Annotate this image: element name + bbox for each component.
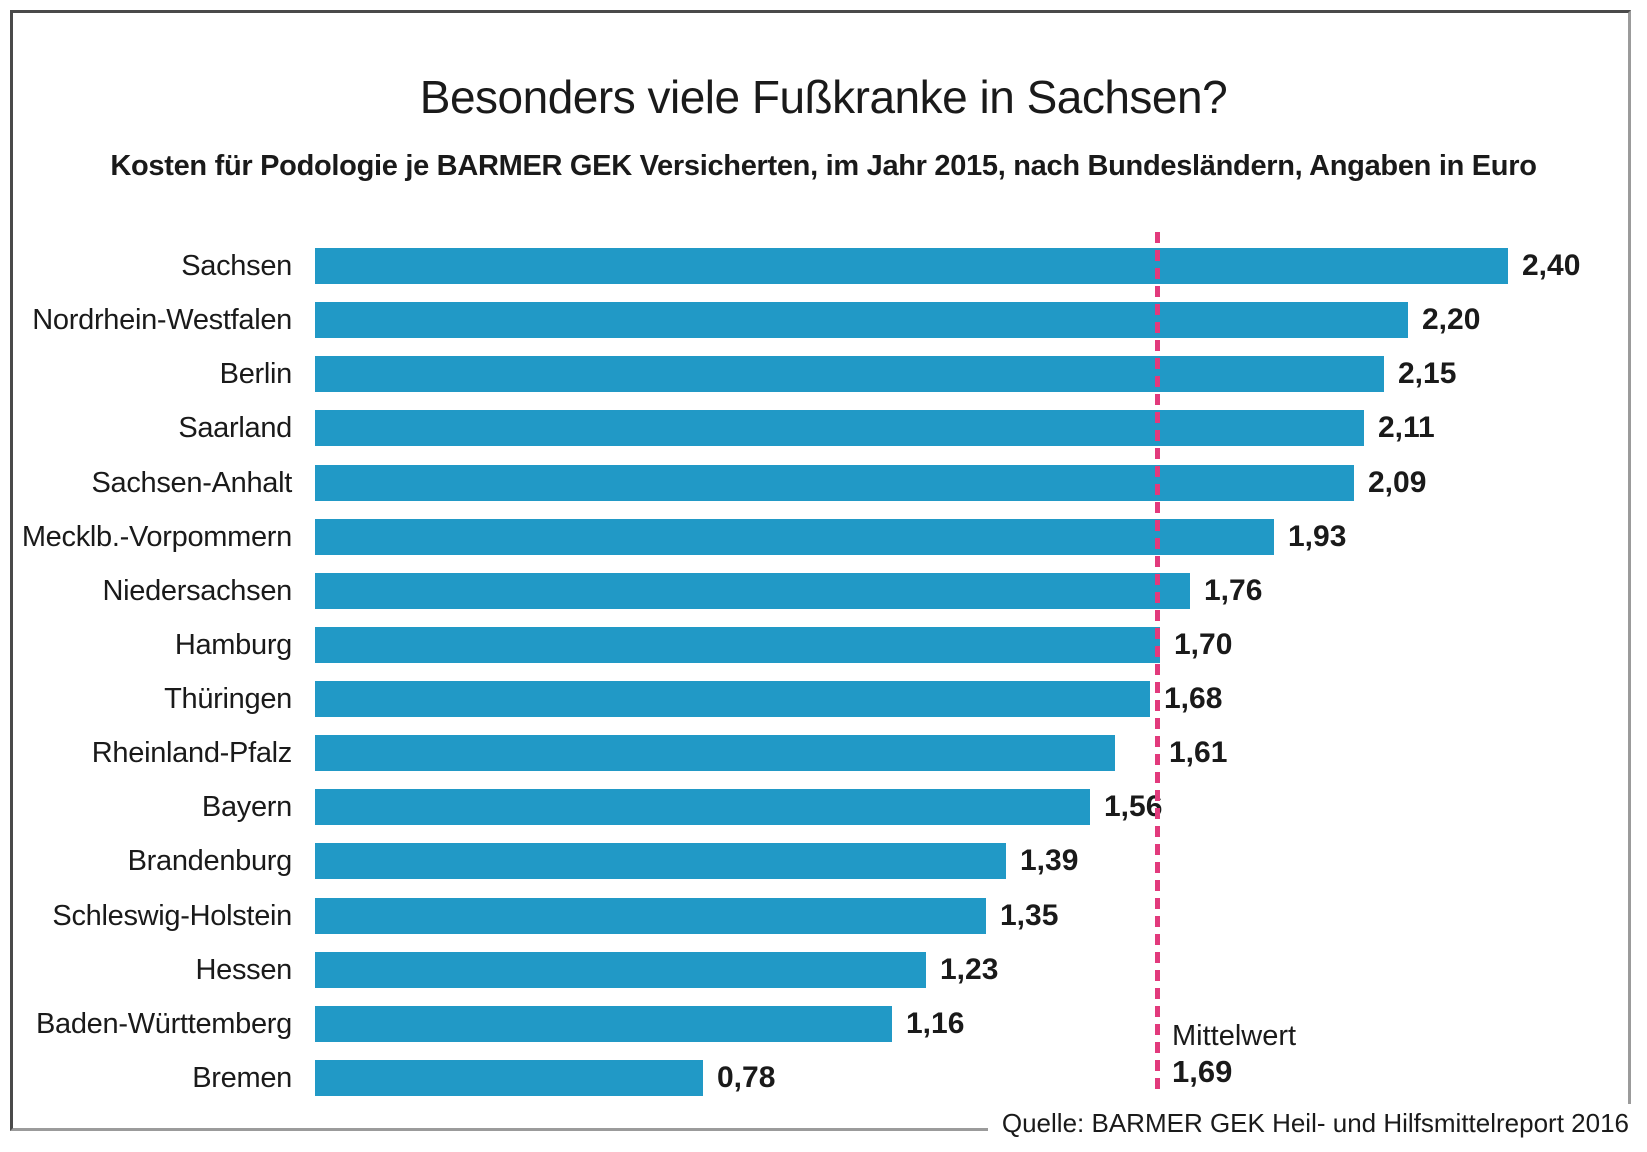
category-label-hamburg: Hamburg (174, 629, 292, 661)
value-label-saarland: 2,11 (1378, 411, 1435, 444)
value-label-niedersachsen: 1,76 (1204, 574, 1263, 607)
bar-bayern (315, 789, 1090, 825)
bar-berlin (315, 356, 1384, 392)
bar-sachsen-anhalt (315, 465, 1354, 501)
category-label-thüringen: Thüringen (164, 683, 292, 715)
bar-rheinland-pfalz (315, 735, 1115, 771)
mean-line (1155, 232, 1160, 1096)
category-label-sachsen: Sachsen (181, 250, 292, 282)
bar-nordrhein-westfalen (315, 302, 1408, 338)
bar-brandenburg (315, 843, 1006, 879)
category-label-berlin: Berlin (219, 358, 293, 390)
source-note: Quelle: BARMER GEK Heil- und Hilfsmittel… (987, 1104, 1633, 1145)
category-label-schleswig-holstein: Schleswig-Holstein (52, 900, 292, 932)
category-label-bremen: Bremen (192, 1062, 292, 1094)
bar-hessen (315, 952, 926, 988)
category-label-mecklb-vorpommern: Mecklb.-Vorpommern (21, 521, 292, 553)
value-label-rheinland-pfalz: 1,61 (1169, 736, 1228, 769)
bar-sachsen (315, 248, 1508, 284)
bar-niedersachsen (315, 573, 1190, 609)
chart-subtitle: Kosten für Podologie je BARMER GEK Versi… (110, 150, 1537, 182)
mean-label: Mittelwert (1172, 1020, 1297, 1052)
category-label-baden-württemberg: Baden-Württemberg (35, 1008, 292, 1040)
category-label-niedersachsen: Niedersachsen (102, 575, 292, 607)
bar-schleswig-holstein (315, 898, 986, 934)
value-label-sachsen: 2,40 (1522, 249, 1581, 282)
category-label-hessen: Hessen (195, 954, 292, 986)
category-label-bayern: Bayern (201, 791, 292, 823)
value-label-mecklb-vorpommern: 1,93 (1288, 520, 1347, 553)
value-label-schleswig-holstein: 1,35 (1000, 899, 1059, 932)
value-label-sachsen-anhalt: 2,09 (1368, 466, 1427, 499)
value-label-hessen: 1,23 (940, 953, 999, 986)
bar-hamburg (315, 627, 1160, 663)
category-label-brandenburg: Brandenburg (127, 845, 293, 877)
value-label-nordrhein-westfalen: 2,20 (1422, 303, 1481, 336)
bar-thüringen (315, 681, 1150, 717)
mean-value-label: 1,69 (1172, 1054, 1233, 1089)
bar-baden-württemberg (315, 1006, 892, 1042)
value-label-brandenburg: 1,39 (1020, 844, 1079, 877)
category-label-saarland: Saarland (178, 412, 292, 444)
value-label-berlin: 2,15 (1398, 357, 1457, 390)
chart-title: Besonders viele Fußkranke in Sachsen? (419, 71, 1228, 123)
category-label-rheinland-pfalz: Rheinland-Pfalz (91, 737, 293, 769)
category-label-sachsen-anhalt: Sachsen-Anhalt (91, 467, 292, 499)
value-label-bremen: 0,78 (717, 1061, 776, 1094)
value-label-thüringen: 1,68 (1164, 682, 1223, 715)
bar-saarland (315, 410, 1364, 446)
value-label-hamburg: 1,70 (1174, 628, 1233, 661)
bar-bremen (315, 1060, 703, 1096)
value-label-bayern: 1,56 (1104, 790, 1163, 823)
category-label-nordrhein-westfalen: Nordrhein-Westfalen (32, 304, 292, 336)
bar-mecklb-vorpommern (315, 519, 1274, 555)
value-label-baden-württemberg: 1,16 (906, 1007, 965, 1040)
